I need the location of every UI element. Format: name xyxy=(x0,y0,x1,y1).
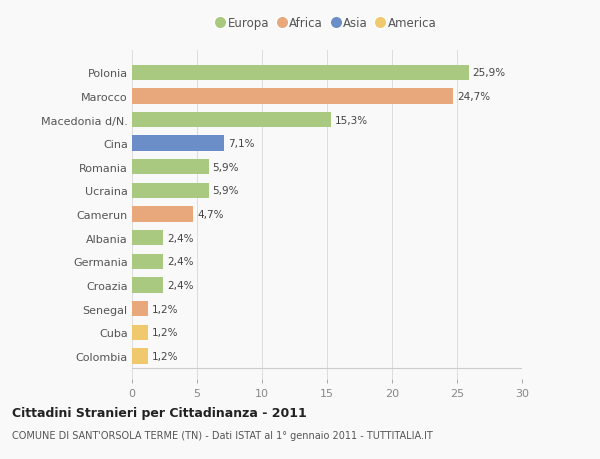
Bar xyxy=(132,254,163,269)
Bar xyxy=(132,136,224,151)
Bar xyxy=(132,230,163,246)
Bar xyxy=(132,207,193,222)
Text: 2,4%: 2,4% xyxy=(167,233,194,243)
Bar xyxy=(132,183,209,199)
Text: 25,9%: 25,9% xyxy=(473,68,506,78)
Bar xyxy=(132,325,148,340)
Text: COMUNE DI SANT'ORSOLA TERME (TN) - Dati ISTAT al 1° gennaio 2011 - TUTTITALIA.IT: COMUNE DI SANT'ORSOLA TERME (TN) - Dati … xyxy=(12,430,433,440)
Bar xyxy=(132,301,148,317)
Bar xyxy=(132,65,469,81)
Text: 24,7%: 24,7% xyxy=(457,92,490,101)
Text: 5,9%: 5,9% xyxy=(212,162,239,173)
Text: 15,3%: 15,3% xyxy=(335,115,368,125)
Text: 4,7%: 4,7% xyxy=(197,210,223,219)
Text: 1,2%: 1,2% xyxy=(151,328,178,337)
Text: 1,2%: 1,2% xyxy=(151,304,178,314)
Legend: Europa, Africa, Asia, America: Europa, Africa, Asia, America xyxy=(214,14,440,34)
Text: 1,2%: 1,2% xyxy=(151,351,178,361)
Text: 5,9%: 5,9% xyxy=(212,186,239,196)
Bar xyxy=(132,160,209,175)
Bar xyxy=(132,278,163,293)
Bar xyxy=(132,89,453,104)
Text: 2,4%: 2,4% xyxy=(167,280,194,291)
Text: Cittadini Stranieri per Cittadinanza - 2011: Cittadini Stranieri per Cittadinanza - 2… xyxy=(12,406,307,419)
Bar xyxy=(132,112,331,128)
Bar xyxy=(132,348,148,364)
Text: 7,1%: 7,1% xyxy=(228,139,254,149)
Text: 2,4%: 2,4% xyxy=(167,257,194,267)
